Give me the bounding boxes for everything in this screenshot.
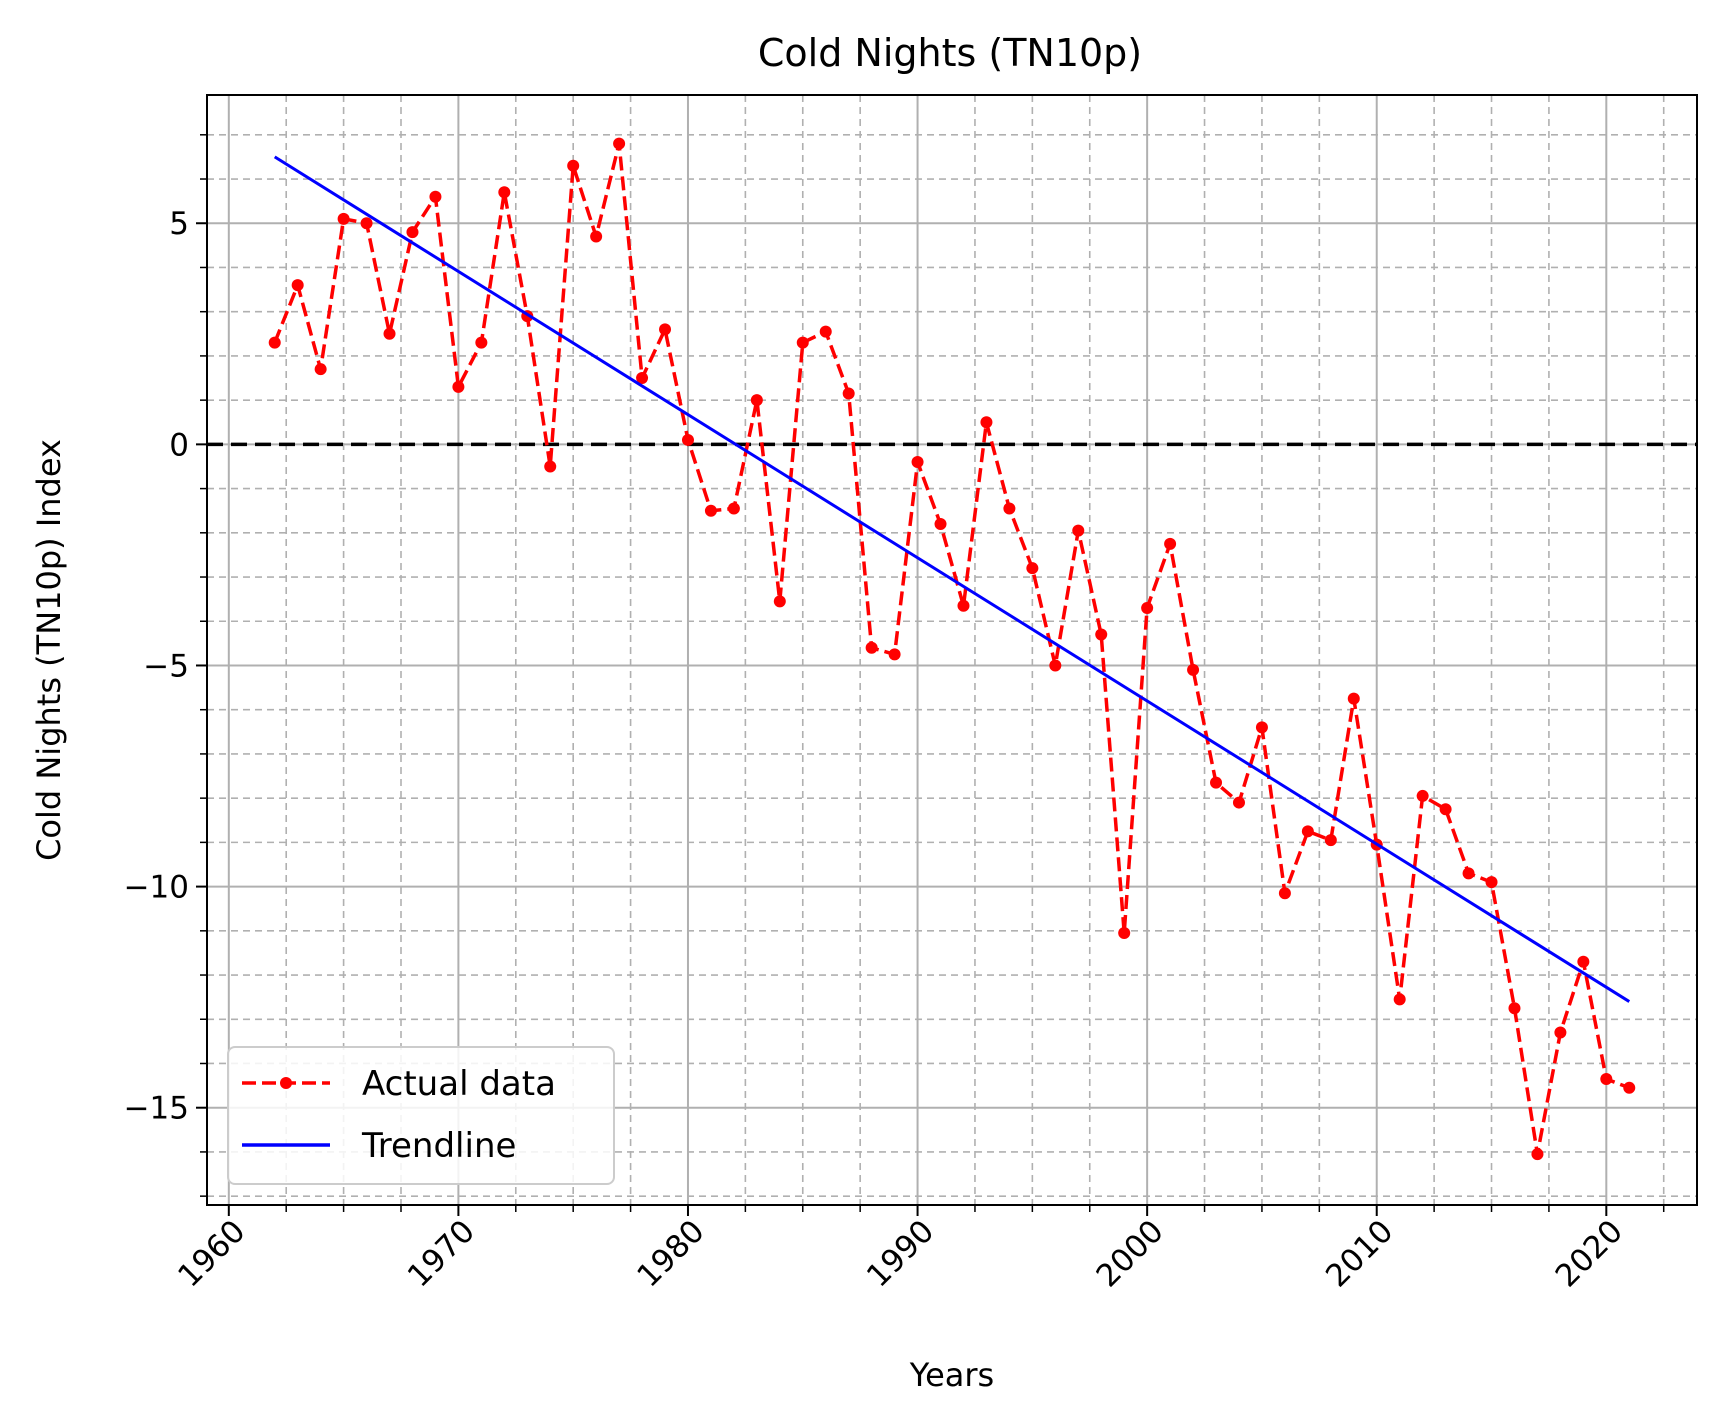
y-tick-label: 0 (169, 427, 189, 463)
plot-frame (206, 94, 1698, 1206)
actual-data-point (406, 226, 419, 239)
actual-data-point (1485, 876, 1498, 889)
actual-data-point (636, 372, 649, 385)
actual-data-point (727, 502, 740, 515)
actual-data-point (360, 217, 373, 230)
legend-label-trendline: Trendline (361, 1126, 516, 1166)
actual-data-point (704, 504, 717, 517)
actual-data-point (429, 190, 442, 203)
actual-data-point (1118, 927, 1131, 940)
actual-data-point (1347, 692, 1360, 705)
actual-data-point (1255, 721, 1268, 734)
actual-data-point (1393, 993, 1406, 1006)
actual-data-point (1439, 803, 1452, 816)
actual-data-point (773, 595, 786, 608)
actual-data-point (934, 517, 947, 530)
actual-data-point (268, 336, 281, 349)
actual-data-point (544, 460, 557, 473)
actual-data-point (613, 137, 626, 150)
actual-data-point (1554, 1026, 1567, 1039)
actual-data-point (1164, 537, 1177, 550)
actual-data-point (1623, 1081, 1636, 1094)
y-tick-label: −15 (124, 1091, 189, 1127)
actual-data-point (383, 327, 396, 340)
actual-data-point (1026, 562, 1039, 575)
actual-data-point (1210, 776, 1223, 789)
legend-marker-actual-data (280, 1077, 292, 1089)
actual-data-point (659, 323, 672, 336)
actual-data-point (1187, 663, 1200, 676)
actual-data-point (796, 336, 809, 349)
grid-lines (207, 95, 1697, 1205)
actual-data-point (681, 433, 694, 446)
x-axis-label: Years (909, 1356, 994, 1394)
actual-data-point (1462, 867, 1475, 880)
actual-data-point (1278, 887, 1291, 900)
actual-data-point (819, 325, 832, 338)
trendline (273, 155, 1631, 1003)
actual-data-point (314, 363, 327, 376)
actual-data-point (1301, 825, 1314, 838)
actual-data-point (1531, 1148, 1544, 1161)
actual-data-point (1416, 789, 1429, 802)
actual-data-point (1508, 1002, 1521, 1015)
actual-data-line (273, 141, 1630, 1156)
y-tick-label: −10 (124, 870, 189, 906)
actual-data-point (842, 387, 855, 400)
actual-data-point (1072, 524, 1085, 537)
actual-data-point (980, 416, 993, 429)
actual-data-point (1095, 628, 1108, 641)
chart-title: Cold Nights (TN10p) (758, 31, 1142, 75)
legend: Actual data Trendline (227, 1046, 615, 1185)
actual-data-point (1141, 601, 1154, 614)
actual-data-point (1003, 502, 1016, 515)
actual-data-point (337, 212, 350, 225)
actual-data-point (1600, 1072, 1613, 1085)
actual-data-point (1324, 834, 1337, 847)
y-tick-label: −5 (143, 648, 189, 684)
actual-data-point (567, 159, 580, 172)
actual-data-point (291, 279, 304, 292)
actual-data-point (590, 230, 603, 243)
y-tick-label: 5 (169, 206, 189, 242)
actual-data-point (1232, 796, 1245, 809)
actual-data-point (1049, 659, 1062, 672)
actual-data-point (957, 599, 970, 612)
actual-data-point (888, 648, 901, 661)
actual-data-point (911, 456, 924, 469)
actual-data-point (750, 394, 763, 407)
series-layer (268, 137, 1636, 1161)
actual-data-point (865, 641, 878, 654)
actual-data-point (452, 380, 465, 393)
actual-data-point (1577, 955, 1590, 968)
actual-data-point (498, 186, 511, 199)
legend-label-actual-data: Actual data (362, 1064, 556, 1104)
actual-data-point (475, 336, 488, 349)
y-axis-label: Cold Nights (TN10p) Index (30, 439, 68, 861)
